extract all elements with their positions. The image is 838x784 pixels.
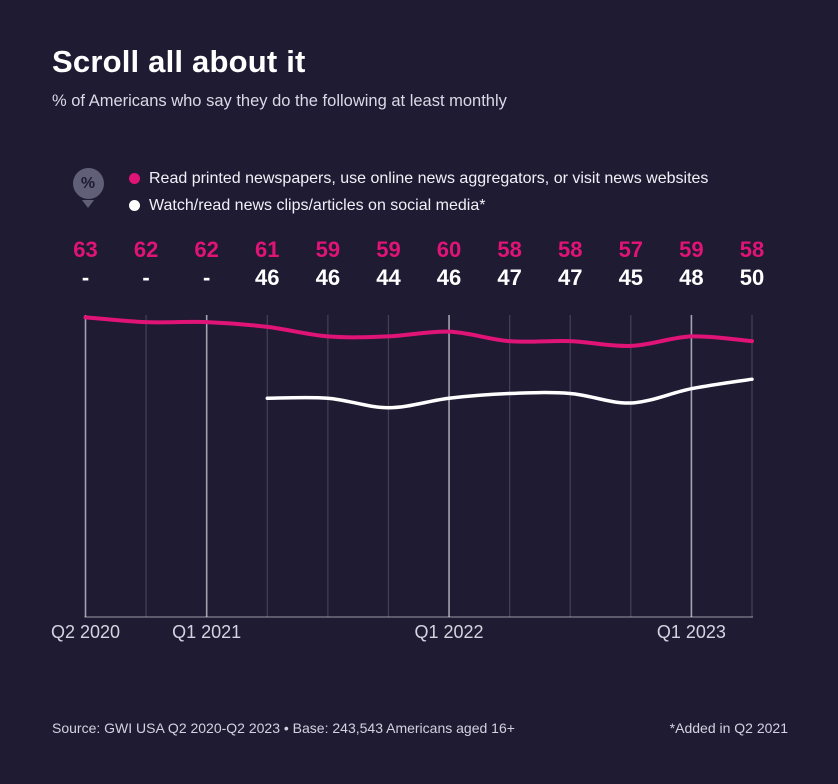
x-axis-label: Q1 2021 xyxy=(172,622,242,642)
value-label: 45 xyxy=(618,265,644,290)
x-axis-label: Q2 2020 xyxy=(50,622,121,642)
legend-item-social: Watch/read news clips/articles on social… xyxy=(129,192,708,219)
value-label: 46 xyxy=(436,265,462,290)
value-label: 46 xyxy=(255,265,280,290)
value-label: - xyxy=(142,265,150,290)
value-label: 59 xyxy=(315,237,341,262)
value-label: 48 xyxy=(679,265,704,290)
value-label: 50 xyxy=(739,265,765,290)
value-label: 44 xyxy=(376,265,401,290)
value-label: - xyxy=(203,265,211,290)
percent-pin-icon: % xyxy=(72,168,104,208)
value-label: 62 xyxy=(194,237,219,262)
value-label: 47 xyxy=(497,265,522,290)
legend-dot-white-icon xyxy=(129,200,140,211)
value-label: 58 xyxy=(497,237,522,262)
legend-dot-pink-icon xyxy=(129,173,140,184)
footer: Source: GWI USA Q2 2020-Q2 2023 • Base: … xyxy=(52,720,788,736)
value-label: 57 xyxy=(618,237,644,262)
value-label: 60 xyxy=(436,237,462,262)
value-label: - xyxy=(81,265,90,290)
series-line-social xyxy=(265,377,754,410)
legend-label-social: Watch/read news clips/articles on social… xyxy=(149,196,486,214)
value-label: 59 xyxy=(679,237,704,262)
x-axis-label: Q1 2022 xyxy=(414,622,484,642)
value-label: 58 xyxy=(557,237,583,262)
value-label: 47 xyxy=(557,265,583,290)
x-axis-label: Q1 2023 xyxy=(656,622,726,642)
legend: Read printed newspapers, use online news… xyxy=(129,165,708,219)
legend-label-newspapers: Read printed newspapers, use online news… xyxy=(149,169,709,187)
source-note: Source: GWI USA Q2 2020-Q2 2023 • Base: … xyxy=(52,720,515,736)
value-label: 46 xyxy=(315,265,341,290)
series-line-newspapers xyxy=(83,315,754,348)
value-label: 58 xyxy=(739,237,765,262)
footnote-added: *Added in Q2 2021 xyxy=(669,720,788,736)
chart-subtitle: % of Americans who say they do the follo… xyxy=(52,92,507,110)
pin-pointer-icon xyxy=(82,200,94,208)
percent-icon: % xyxy=(72,168,104,199)
value-label: 59 xyxy=(376,237,401,262)
value-label: 62 xyxy=(133,237,159,262)
value-label: 61 xyxy=(255,237,280,262)
legend-item-newspapers: Read printed newspapers, use online news… xyxy=(129,165,708,192)
page-title: Scroll all about it xyxy=(52,44,306,79)
value-label: 63 xyxy=(73,237,98,262)
